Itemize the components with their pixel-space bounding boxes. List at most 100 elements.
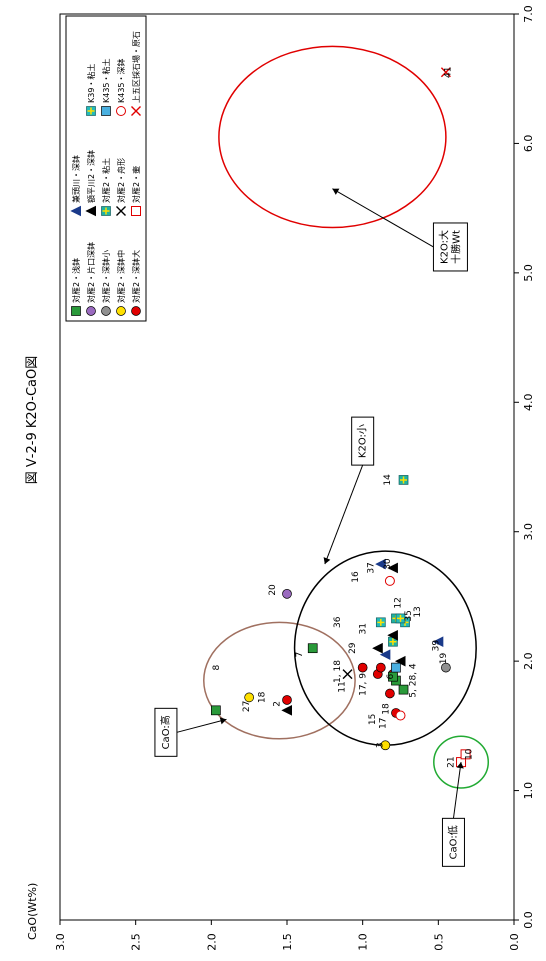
x-tick-label: 1.0 bbox=[522, 782, 535, 800]
data-point bbox=[398, 475, 409, 485]
point-label: 27 bbox=[242, 701, 252, 712]
point-label: 16 bbox=[351, 571, 361, 583]
chart-title: 図 Ⅴ-2-9 K2O-CaO図 bbox=[25, 356, 40, 484]
point-label: 10 bbox=[465, 748, 475, 760]
point-label: 14 bbox=[383, 474, 393, 486]
point-label: 37 bbox=[366, 562, 376, 573]
point-label: 17 bbox=[378, 718, 388, 729]
x-tick-label: 7.0 bbox=[522, 5, 535, 23]
data-point bbox=[281, 705, 292, 716]
legend-marker bbox=[86, 106, 96, 116]
annotation-arrowhead bbox=[332, 188, 340, 195]
data-point bbox=[244, 692, 255, 703]
legend-marker-cross bbox=[87, 107, 95, 115]
x-tick-label: 6.0 bbox=[522, 135, 535, 153]
point-label: 19 bbox=[439, 653, 449, 665]
data-point bbox=[387, 562, 398, 574]
data-point bbox=[398, 684, 409, 695]
y-tick-label: 0.0 bbox=[508, 933, 521, 951]
data-point bbox=[391, 662, 401, 673]
group-ellipses bbox=[203, 45, 490, 789]
legend-marker bbox=[71, 306, 81, 316]
data-point bbox=[372, 642, 383, 654]
data-point bbox=[307, 643, 318, 654]
point-label: 17, 9 bbox=[359, 673, 369, 696]
data-point-cross bbox=[377, 618, 385, 626]
annotation-text: 十勝Wt bbox=[449, 230, 462, 264]
data-point bbox=[375, 662, 386, 673]
data-point-cross bbox=[397, 614, 404, 622]
x-tick-label: 0.0 bbox=[522, 911, 535, 929]
data-point bbox=[379, 649, 391, 660]
x-tick-label: 4.0 bbox=[522, 394, 535, 412]
y-tick-label: 1.0 bbox=[357, 933, 370, 951]
point-label: 20 bbox=[268, 584, 278, 596]
data-point bbox=[432, 636, 444, 648]
legend-label: 対雁2・舟形 bbox=[116, 158, 126, 203]
y-tick-label: 3.0 bbox=[54, 933, 67, 951]
point-label: 1, 18 bbox=[333, 660, 343, 683]
legend-marker bbox=[101, 106, 111, 116]
point-label: 7 bbox=[295, 652, 305, 658]
legend-label: 対雁2・深鉢大 bbox=[131, 250, 141, 303]
annotation-text: K2O:小 bbox=[357, 424, 369, 458]
legend-label: K435・深鉢 bbox=[116, 58, 126, 103]
point-label: 18 bbox=[257, 691, 267, 703]
annotation-arrow bbox=[332, 188, 434, 248]
legend-label: 対雁2・壷 bbox=[131, 166, 141, 203]
point-label: 30 bbox=[383, 558, 393, 570]
data-point bbox=[380, 740, 391, 751]
annotation-arrowhead bbox=[323, 557, 331, 565]
point-label: 11 bbox=[338, 681, 348, 692]
data-point bbox=[384, 575, 395, 586]
legend-label: 額平川2・深鉢 bbox=[86, 150, 96, 203]
y-tick-label: 2.0 bbox=[205, 933, 218, 951]
data-point bbox=[387, 629, 398, 641]
point-label: 12 bbox=[394, 597, 404, 608]
data-point bbox=[375, 617, 386, 628]
y-tick-label: 1.5 bbox=[281, 933, 294, 951]
point-label: 39 bbox=[431, 640, 441, 652]
point-label: 31 bbox=[359, 623, 369, 634]
y-tick-label: 0.5 bbox=[432, 933, 445, 951]
legend-marker bbox=[86, 306, 96, 316]
annotation-arrow bbox=[176, 718, 227, 733]
legend-marker bbox=[131, 306, 141, 316]
legend-label: 対雁2・浅鉢 bbox=[71, 258, 81, 303]
legend-label: 対雁2・片口深鉢 bbox=[86, 242, 96, 303]
point-label: 5, 28, 4 bbox=[409, 663, 419, 698]
legend-marker bbox=[116, 306, 126, 316]
annotation-arrowhead bbox=[456, 762, 464, 769]
data-marks bbox=[211, 67, 471, 768]
point-label: 15 bbox=[368, 714, 378, 725]
legend-marker bbox=[116, 206, 126, 216]
point-label: 21 bbox=[446, 756, 456, 767]
annotation-text: K2O:大 bbox=[437, 230, 450, 264]
legend-marker bbox=[70, 205, 81, 217]
point-label: 13 bbox=[413, 606, 423, 617]
data-point-cross bbox=[389, 638, 397, 646]
data-point bbox=[395, 613, 406, 624]
axis-ticks: 0.0 1.0 2.0 3.0 4.0 5.0 6.0 7.0 0.0 0.5 1.0 1.5 2.0 2… bbox=[54, 5, 535, 951]
legend-label: 対雁2・深鉢中 bbox=[116, 250, 126, 303]
y-tick-label: 2.5 bbox=[130, 933, 143, 951]
data-point bbox=[395, 710, 406, 721]
legend-label: 上五区採石場・原石 bbox=[131, 31, 141, 103]
point-label: 36 bbox=[333, 616, 343, 628]
data-point bbox=[211, 705, 221, 716]
annotation-text: CaO:高 bbox=[159, 715, 172, 749]
annotation-arrowhead bbox=[219, 717, 227, 725]
data-point bbox=[375, 558, 386, 570]
legend-marker bbox=[85, 205, 96, 217]
data-point bbox=[441, 662, 451, 673]
x-tick-label: 2.0 bbox=[522, 652, 535, 670]
low-cao-ellipse bbox=[433, 735, 490, 789]
legend-marker bbox=[131, 206, 141, 216]
point-label: 2 bbox=[272, 701, 282, 707]
annotation-arrow bbox=[452, 762, 462, 819]
x-tick-label: 3.0 bbox=[522, 523, 535, 541]
point-label: 29 bbox=[348, 642, 358, 654]
annotation-box bbox=[432, 222, 468, 272]
